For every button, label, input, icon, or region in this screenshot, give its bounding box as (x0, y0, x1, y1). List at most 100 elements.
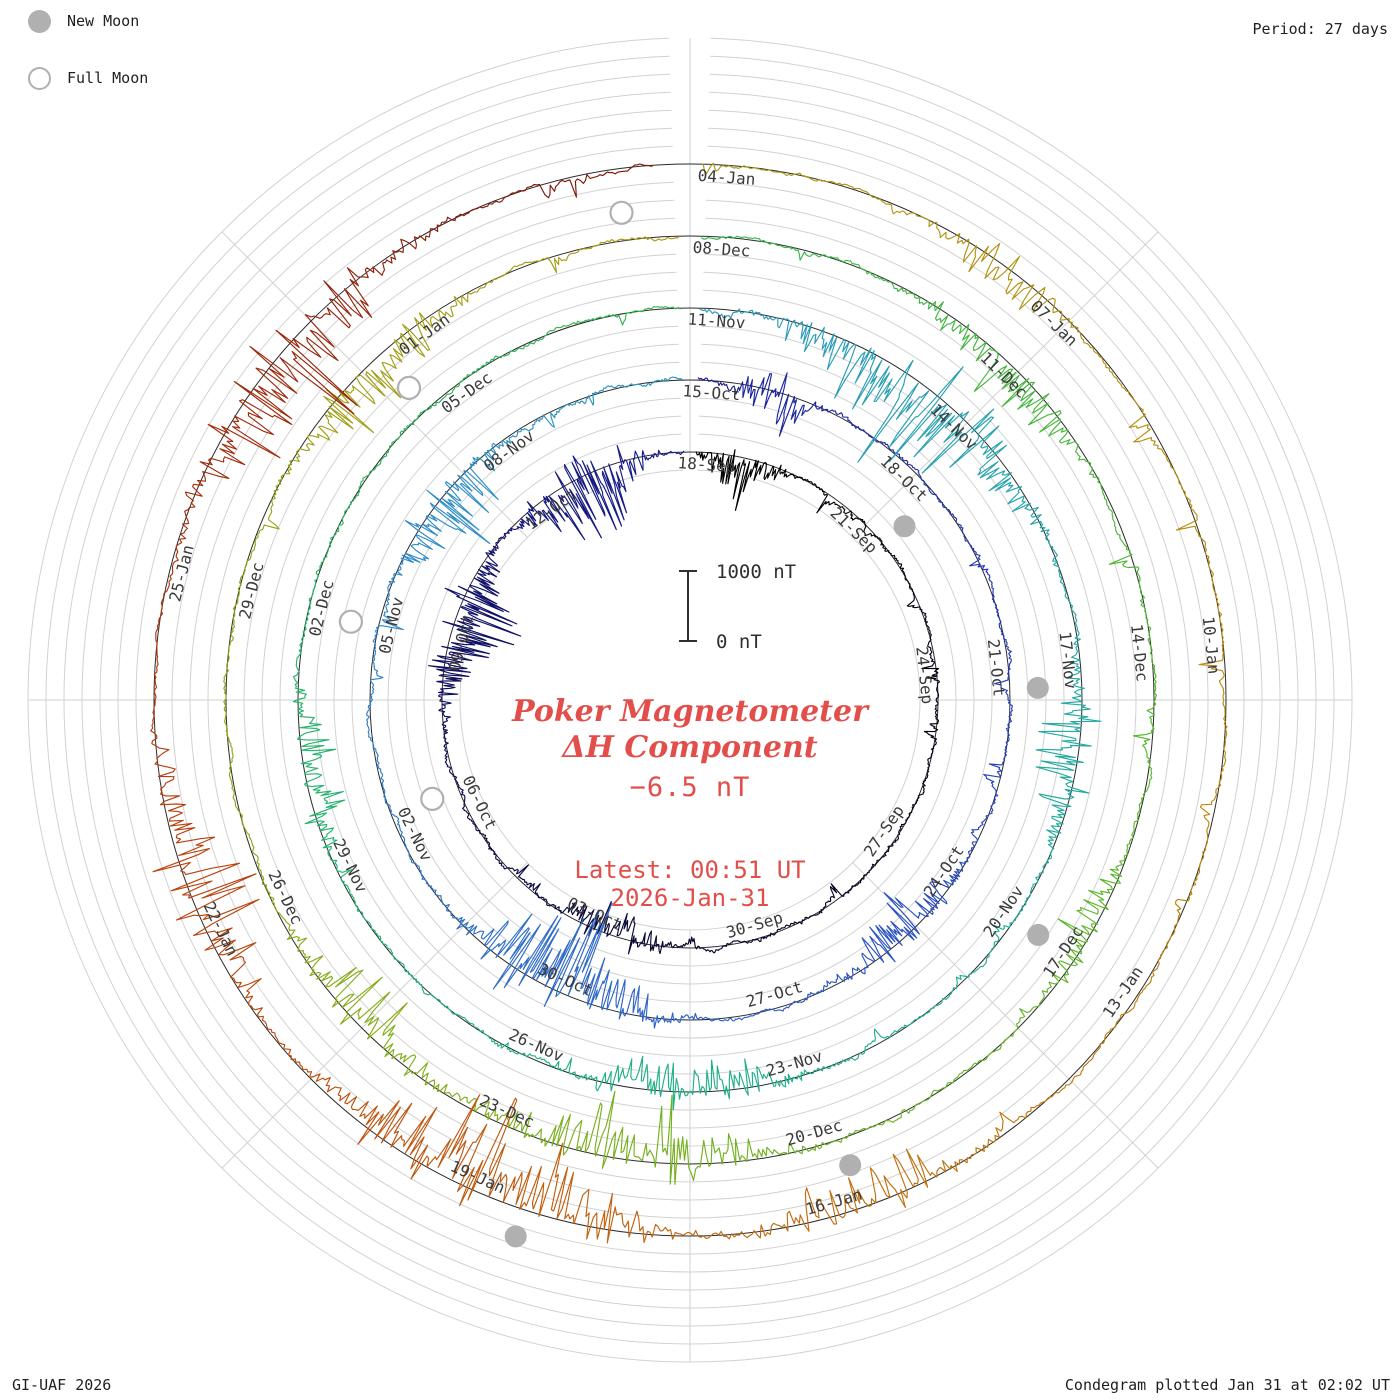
trace-segment (304, 790, 346, 841)
trace-segment (536, 403, 573, 428)
trace-segment (261, 1016, 303, 1068)
trace-segment (258, 866, 283, 918)
trace-segment (430, 993, 469, 1023)
chart-title-line2: ΔH Component (562, 730, 818, 765)
legend-full-moon-label: Full Moon (67, 69, 149, 87)
legend-new-moon-label: New Moon (67, 12, 140, 30)
trace-segment (1199, 764, 1225, 828)
trace-segment (719, 940, 750, 950)
grid-circle (333, 343, 1047, 1057)
trace-segment (343, 883, 371, 924)
trace-segment (297, 702, 330, 751)
trace-segment (772, 372, 808, 437)
trace-segment (300, 748, 337, 794)
grid-circle (63, 73, 1317, 1327)
trace-segment (469, 186, 530, 212)
trace-segment (945, 232, 1001, 279)
trace-segment (627, 922, 660, 955)
trace-segment (1198, 637, 1225, 702)
date-label: 06-Oct (458, 772, 500, 832)
trace-segment (689, 1059, 735, 1100)
grid-circle (243, 253, 1137, 1147)
trace-segment (467, 817, 488, 842)
trace-segment (695, 451, 725, 483)
trace-segment (391, 409, 426, 444)
trace-segment (969, 554, 995, 591)
date-label: 04-Jan (697, 166, 756, 189)
trace-segment (469, 565, 501, 597)
trace-segment (992, 255, 1056, 314)
trace-segment (529, 174, 593, 199)
scale-bar-label-top: 1000 nT (716, 561, 796, 583)
date-label: 11-Nov (687, 309, 746, 332)
grid-circle (315, 325, 1065, 1075)
grid-circle (99, 109, 1281, 1291)
trace-segment (442, 616, 515, 648)
trace-segment (897, 561, 911, 590)
trace-segment (369, 664, 384, 704)
ring-baseline (225, 235, 1155, 1165)
trace-segment (926, 672, 941, 704)
trace-segment (223, 648, 230, 705)
trace-segment (915, 879, 954, 915)
trace-segment (697, 377, 736, 391)
trace-segment (426, 883, 452, 914)
grid-circle (117, 127, 1263, 1273)
trace-segment (361, 238, 418, 279)
trace-segment (1005, 703, 1013, 743)
trace-segment (525, 496, 562, 533)
trace-segment (467, 265, 518, 295)
grid-circle (423, 433, 957, 967)
trace-segment (983, 742, 1008, 778)
legend-full-moon: Full Moon (28, 65, 148, 91)
trace-segment (233, 367, 298, 436)
trace-segment (606, 383, 647, 389)
trace-segment (175, 898, 260, 961)
trace-segment (580, 957, 619, 1011)
trace-segment (922, 761, 931, 793)
trace-segment (397, 960, 431, 996)
trace-segment (502, 335, 546, 357)
trace-segment (573, 1189, 640, 1244)
trace-segment (404, 520, 446, 563)
scale-bar-label-bottom: 0 nT (716, 631, 762, 653)
grid-circle (207, 217, 1173, 1183)
trace-segment (500, 517, 530, 540)
trace-segment (428, 645, 490, 674)
trace-segment (977, 440, 1014, 492)
trace-segment (579, 1090, 635, 1169)
chart-title: Poker Magnetometer ΔH Component (512, 694, 868, 766)
trace-segment (1032, 839, 1055, 885)
trace-segment (806, 401, 847, 418)
trace-segment (1191, 826, 1209, 889)
trace-segment (413, 210, 471, 246)
trace-segment (487, 840, 504, 867)
trace-segment (223, 703, 234, 760)
trace-segment (545, 471, 603, 541)
trace-segment (1071, 611, 1081, 660)
new-moon-marker (1027, 923, 1050, 946)
trace-segment (1048, 1052, 1096, 1098)
trace-segment (350, 1100, 413, 1148)
trace-segment (155, 595, 165, 660)
trace-segment (924, 703, 939, 733)
trace-segment (1028, 393, 1077, 445)
grid-circle (387, 397, 993, 1003)
date-label: 18-Sep (677, 453, 736, 476)
trace-segment (492, 915, 562, 990)
trace-segment (809, 253, 865, 270)
trace-segment (826, 337, 877, 399)
trace-segment (776, 919, 805, 933)
full-moon-marker (609, 200, 634, 225)
trace-segment (1222, 700, 1228, 766)
trace-segment (872, 842, 894, 866)
trace-segment (576, 901, 612, 937)
trace-segment (956, 522, 979, 556)
trace-segment (1060, 658, 1086, 706)
trace-segment (506, 419, 538, 445)
trace-segment (1093, 350, 1135, 401)
trace-segment (888, 203, 947, 239)
trace-segment (381, 317, 431, 370)
trace-segment (851, 863, 874, 887)
trace-segment (615, 979, 651, 1022)
